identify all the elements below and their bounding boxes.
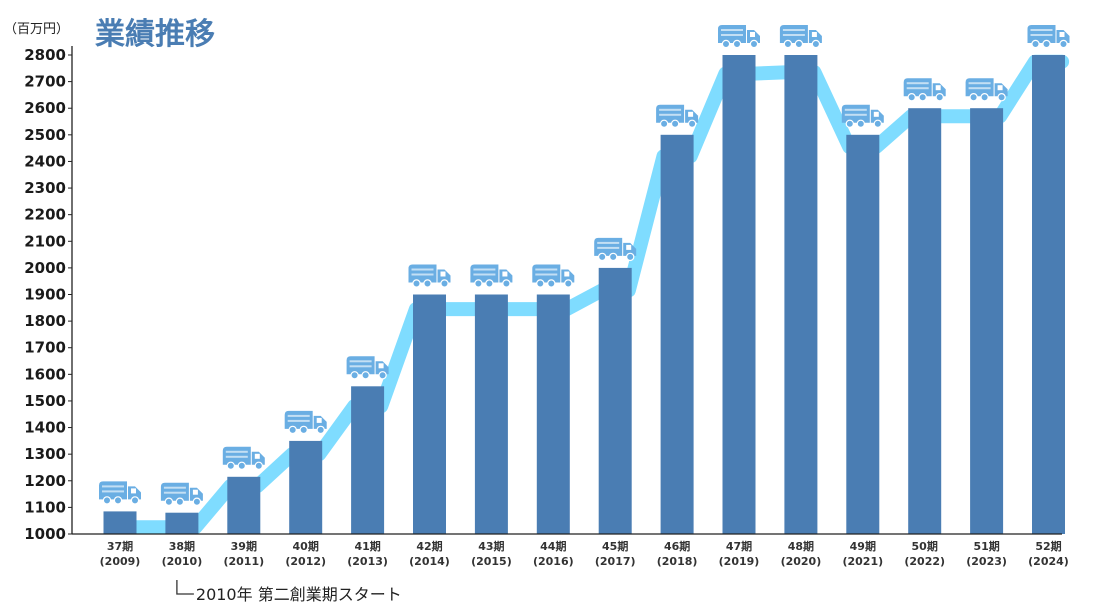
y-tick-label: 1600 <box>24 365 66 383</box>
y-tick-label: 2500 <box>24 126 66 144</box>
y-tick-label: 1100 <box>24 498 66 516</box>
truck-icon <box>718 25 760 49</box>
labels-layer: 1000 1100 1200 1300 1400 1500 1600 1700 1800 1900… <box>4 17 1069 603</box>
x-tick-label-year: (2018) <box>657 555 698 568</box>
bar <box>413 294 446 534</box>
x-tick-label-year: (2019) <box>719 555 760 568</box>
x-tick-label-period: 39期 <box>231 539 257 553</box>
truck-icon <box>99 481 141 505</box>
x-tick-label-period: 43期 <box>478 539 504 553</box>
x-tick-label-year: (2016) <box>533 555 574 568</box>
y-tick-label: 1500 <box>24 392 66 410</box>
x-tick-label-year: (2014) <box>409 555 450 568</box>
x-tick-label-period: 50期 <box>912 539 938 553</box>
x-tick-label-year: (2023) <box>966 555 1007 568</box>
x-tick-label-year: (2020) <box>781 555 822 568</box>
axes-layer <box>68 46 1062 535</box>
x-tick-label-period: 46期 <box>664 539 690 553</box>
x-tick-label-period: 52期 <box>1035 539 1061 553</box>
truck-icon <box>532 264 575 288</box>
x-tick-label-year: (2024) <box>1028 555 1069 568</box>
bar <box>660 134 694 535</box>
bar <box>474 294 508 534</box>
bar <box>103 511 137 534</box>
x-tick-label-year: (2012) <box>285 555 326 568</box>
bar <box>846 134 880 535</box>
trend-line-layer <box>108 54 1070 535</box>
x-tick-label-period: 41期 <box>354 539 380 553</box>
x-tick-label-period: 44期 <box>540 539 566 553</box>
truck-icon <box>779 25 822 49</box>
bar <box>289 440 323 534</box>
bar <box>536 294 570 534</box>
y-tick-label: 1900 <box>24 286 66 304</box>
y-tick-label: 2100 <box>24 232 66 250</box>
x-tick-label-year: (2009) <box>100 555 141 568</box>
truck-icon <box>594 237 637 262</box>
y-tick-label: 1200 <box>24 472 66 490</box>
x-tick-label-period: 51期 <box>973 539 999 553</box>
x-tick-label-period: 42期 <box>416 539 442 553</box>
truck-icon <box>222 446 265 470</box>
y-tick-label: 1400 <box>24 419 66 437</box>
y-tick-label: 2400 <box>24 152 66 170</box>
bar <box>722 55 756 534</box>
x-tick-label-year: (2021) <box>842 555 883 568</box>
truck-icon <box>965 78 1008 102</box>
x-tick-label-year: (2022) <box>904 555 945 568</box>
x-tick-label-period: 45期 <box>602 539 628 553</box>
y-tick-label: 1000 <box>24 525 66 543</box>
bar <box>598 267 632 534</box>
x-tick-label-year: (2010) <box>162 555 203 568</box>
trend-line <box>108 54 1070 535</box>
x-tick-label-period: 38期 <box>169 539 195 553</box>
y-tick-label: 1700 <box>24 339 66 357</box>
y-tick-label: 2600 <box>24 99 66 117</box>
truck-icon <box>903 78 946 102</box>
truck-icon <box>1027 25 1070 49</box>
x-tick-label-period: 37期 <box>107 539 133 553</box>
truck-icon <box>656 104 699 129</box>
y-tick-label: 1300 <box>24 445 66 463</box>
bars-layer <box>103 55 1065 535</box>
y-axis-unit-label: （百万円） <box>4 22 69 37</box>
bar <box>227 476 261 534</box>
y-tick-label: 2800 <box>24 46 66 64</box>
truck-icon <box>841 104 884 129</box>
truck-icon <box>284 410 327 435</box>
truck-icon <box>160 482 203 506</box>
x-tick-label-year: (2011) <box>223 555 264 568</box>
x-tick-label-year: (2015) <box>471 555 512 568</box>
y-tick-label: 2200 <box>24 206 66 224</box>
annotation-text: 2010年 第二創業期スタート <box>196 585 402 603</box>
truck-icon <box>408 264 451 288</box>
bar <box>970 108 1004 534</box>
y-tick-label: 2000 <box>24 259 66 277</box>
x-tick-label-period: 40期 <box>293 539 319 553</box>
y-tick-label: 2300 <box>24 179 66 197</box>
x-tick-label-year: (2013) <box>347 555 388 568</box>
truck-icons-layer <box>99 25 1070 506</box>
x-tick-label-year: (2017) <box>595 555 636 568</box>
x-tick-label-period: 47期 <box>726 539 752 553</box>
bar <box>908 108 942 534</box>
truck-icon <box>346 356 389 380</box>
annotation-bracket <box>176 580 194 595</box>
y-tick-label: 2700 <box>24 73 66 91</box>
x-tick-label-period: 49期 <box>850 539 876 553</box>
bar <box>165 512 199 534</box>
x-tick-label-period: 48期 <box>788 539 814 553</box>
bar <box>784 55 818 534</box>
bar <box>1032 55 1065 534</box>
bar <box>351 386 385 534</box>
truck-icon <box>470 264 513 288</box>
chart-title: 業績推移 <box>95 17 215 52</box>
y-tick-label: 1800 <box>24 312 66 330</box>
